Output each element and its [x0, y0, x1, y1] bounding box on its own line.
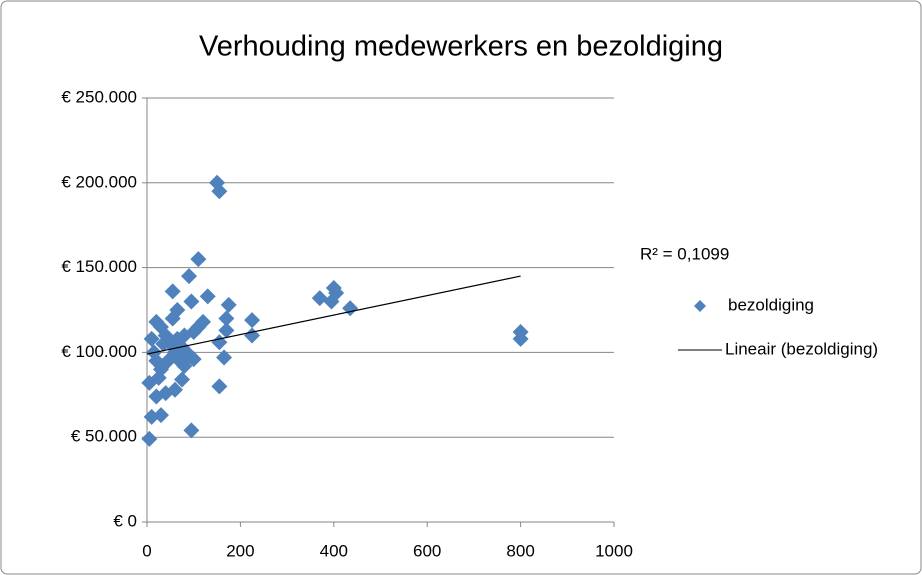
point [328, 285, 345, 302]
x-tick-label: 1000 [595, 541, 633, 560]
x-tick-label: 800 [506, 541, 534, 560]
chart-title: Verhouding medewerkers en bezoldiging [199, 31, 723, 63]
y-tick-label: € 100.000 [61, 342, 137, 361]
point [155, 335, 172, 352]
y-tick-label: € 150.000 [61, 257, 137, 276]
legend-marker [694, 300, 706, 312]
y-tick-label: € 0 [113, 511, 137, 530]
point [211, 183, 228, 200]
point [311, 290, 328, 307]
point [181, 268, 198, 285]
point [178, 344, 195, 361]
point [164, 310, 181, 327]
point [160, 352, 177, 369]
point [183, 293, 200, 310]
point [167, 381, 184, 398]
x-tick-label: 600 [413, 541, 441, 560]
point [141, 430, 158, 447]
point [218, 310, 235, 327]
point [143, 330, 160, 347]
x-tick-label: 200 [226, 541, 254, 560]
y-tick-label: € 250.000 [61, 87, 137, 106]
point [211, 378, 228, 395]
point [150, 369, 167, 386]
point [220, 296, 237, 313]
legend-label: Lineair (bezoldiging) [725, 339, 878, 358]
point [183, 422, 200, 439]
x-tick-label: 0 [142, 541, 151, 560]
y-tick-label: € 200.000 [61, 172, 137, 191]
point [164, 283, 181, 300]
point [244, 312, 261, 329]
point [512, 330, 529, 347]
trendline [146, 275, 521, 355]
point [190, 251, 207, 268]
y-tick-label: € 50.000 [71, 427, 137, 446]
point [244, 327, 261, 344]
point [174, 371, 191, 388]
point [216, 349, 233, 366]
point [199, 288, 216, 305]
x-tick-label: 400 [320, 541, 348, 560]
r-squared: R² = 0,1099 [640, 244, 729, 263]
point [218, 322, 235, 339]
point [153, 407, 170, 424]
legend-label: bezoldiging [728, 295, 814, 314]
